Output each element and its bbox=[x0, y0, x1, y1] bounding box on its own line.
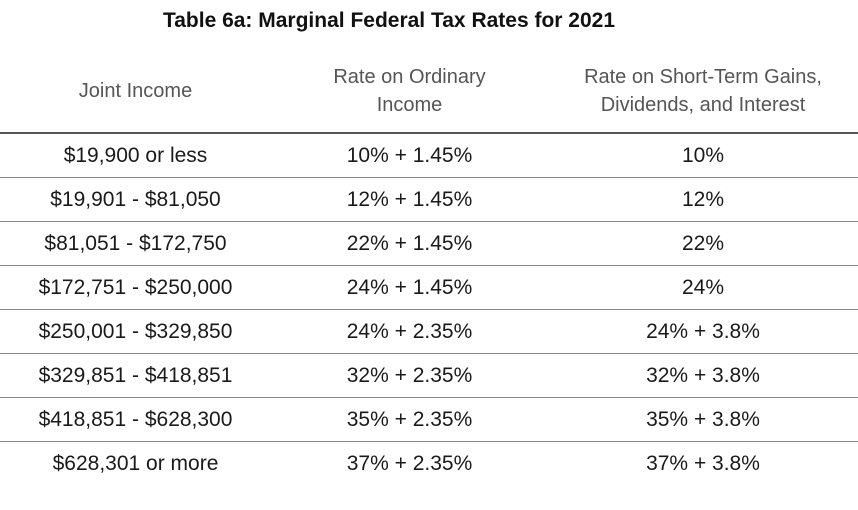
table-title: Table 6a: Marginal Federal Tax Rates for… bbox=[162, 9, 616, 32]
table-row: $81,051 - $172,750 22% + 1.45% 22% bbox=[0, 221, 858, 266]
header-short-term-gains: Rate on Short-Term Gains, Dividends, and… bbox=[548, 50, 858, 134]
cell-ordinary-rate: 35% + 2.35% bbox=[271, 397, 548, 442]
cell-short-term-rate: 24% bbox=[548, 265, 858, 310]
cell-ordinary-rate: 32% + 2.35% bbox=[271, 353, 548, 398]
cell-joint-income: $250,001 - $329,850 bbox=[0, 309, 271, 354]
cell-joint-income: $329,851 - $418,851 bbox=[0, 353, 271, 398]
table-row: $628,301 or more 37% + 2.35% 37% + 3.8% bbox=[0, 442, 858, 486]
cell-ordinary-rate: 12% + 1.45% bbox=[271, 177, 548, 222]
cell-ordinary-rate: 24% + 2.35% bbox=[271, 309, 548, 354]
cell-short-term-rate: 10% bbox=[548, 133, 858, 178]
cell-joint-income: $19,901 - $81,050 bbox=[0, 177, 271, 222]
cell-joint-income: $628,301 or more bbox=[52, 451, 219, 475]
cell-short-term-rate: 12% bbox=[548, 177, 858, 222]
tax-rates-table: Joint Income Rate on Ordinary Income Rat… bbox=[0, 50, 858, 485]
cell-joint-income: $172,751 - $250,000 bbox=[0, 265, 271, 310]
cell-short-term-rate: 22% bbox=[548, 221, 858, 266]
table-row: $418,851 - $628,300 35% + 2.35% 35% + 3.… bbox=[0, 397, 858, 442]
header-ordinary-line-2: Income bbox=[376, 94, 443, 116]
cell-joint-income: $19,900 or less bbox=[0, 133, 271, 178]
table-row: $19,901 - $81,050 12% + 1.45% 12% bbox=[0, 177, 858, 222]
cell-ordinary-rate: 22% + 1.45% bbox=[271, 221, 548, 266]
cell-short-term-rate: 32% + 3.8% bbox=[548, 353, 858, 398]
header-joint-income-label: Joint Income bbox=[78, 80, 193, 102]
header-ordinary-income: Rate on Ordinary Income bbox=[271, 50, 548, 134]
table-row: $172,751 - $250,000 24% + 1.45% 24% bbox=[0, 265, 858, 310]
table-header-row: Joint Income Rate on Ordinary Income Rat… bbox=[0, 50, 858, 134]
header-joint-income: Joint Income bbox=[0, 50, 271, 134]
cell-ordinary-rate: 37% + 2.35% bbox=[346, 451, 473, 475]
header-short-term-line-2: Dividends, and Interest bbox=[600, 94, 806, 116]
header-ordinary-line-1: Rate on Ordinary bbox=[333, 66, 486, 88]
cell-joint-income: $418,851 - $628,300 bbox=[0, 397, 271, 442]
cell-ordinary-rate: 10% + 1.45% bbox=[271, 133, 548, 178]
table-row: $19,900 or less 10% + 1.45% 10% bbox=[0, 133, 858, 178]
cell-joint-income: $81,051 - $172,750 bbox=[0, 221, 271, 266]
table-row: $329,851 - $418,851 32% + 2.35% 32% + 3.… bbox=[0, 353, 858, 398]
table-row: $250,001 - $329,850 24% + 2.35% 24% + 3.… bbox=[0, 309, 858, 354]
cell-short-term-rate: 24% + 3.8% bbox=[548, 309, 858, 354]
cell-short-term-rate: 35% + 3.8% bbox=[548, 397, 858, 442]
cell-short-term-rate: 37% + 3.8% bbox=[646, 451, 760, 475]
cell-ordinary-rate: 24% + 1.45% bbox=[271, 265, 548, 310]
header-short-term-line-1: Rate on Short-Term Gains, bbox=[584, 66, 822, 88]
